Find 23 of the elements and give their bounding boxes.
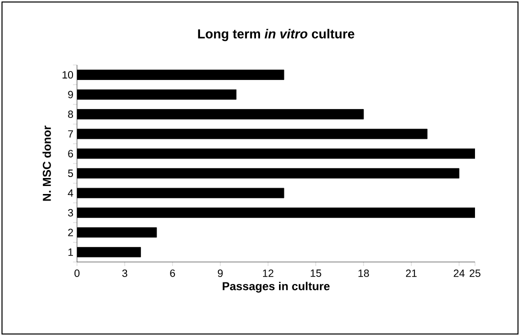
y-tick-label: 7 <box>68 130 73 138</box>
y-tick-label: 3 <box>68 209 74 216</box>
x-tick-label: 6 <box>170 270 175 277</box>
x-tick-label: 15 <box>310 270 322 277</box>
y-tick-label: 9 <box>68 90 73 98</box>
y-axis-title: N. MSC donor <box>42 126 51 201</box>
x-tick-label: 18 <box>358 270 369 277</box>
x-axis-title: Passages in culture <box>222 282 330 293</box>
y-tick-label: 4 <box>68 189 74 197</box>
y-tick-label: 1 <box>68 248 73 256</box>
y-tick-label: 5 <box>68 170 74 178</box>
x-tick-label: 12 <box>263 270 274 277</box>
x-tick-label: 3 <box>122 270 128 277</box>
y-tick-label: 2 <box>68 228 73 236</box>
x-tick-label: 0 <box>74 270 80 277</box>
chart-title: Long term in vitro culture <box>198 28 354 42</box>
x-tick-label: 24 <box>454 270 465 277</box>
y-tick-label: 6 <box>68 150 74 158</box>
y-tick-label: 10 <box>62 71 74 79</box>
x-tick-label: 25 <box>470 270 480 277</box>
x-tick-label: 21 <box>406 270 417 277</box>
x-tick-label: 9 <box>218 270 223 277</box>
y-tick-label: 8 <box>68 110 74 118</box>
